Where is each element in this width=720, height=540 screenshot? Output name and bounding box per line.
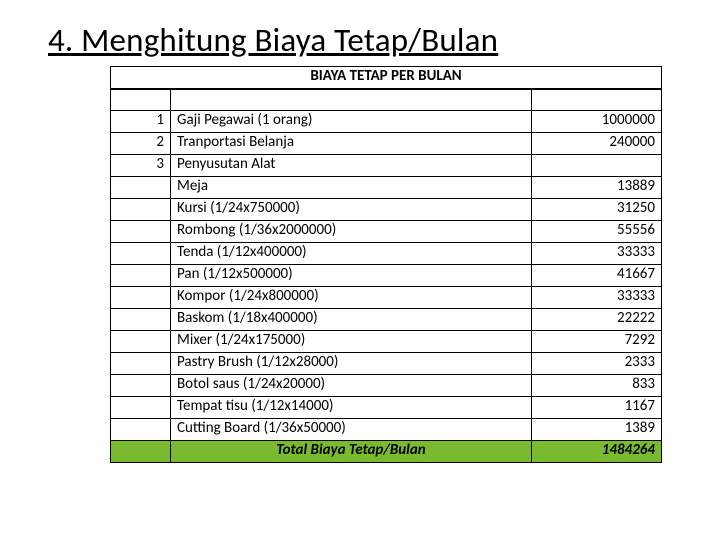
row-description: Pan (1/12x500000) [171,265,532,287]
row-value: 31250 [531,199,661,221]
row-value: 833 [531,375,661,397]
table-row: Tenda (1/12x400000)33333 [111,243,662,265]
row-value [531,89,661,111]
row-number [111,309,171,331]
row-description: Kursi (1/24x750000) [171,199,532,221]
table-row: 1Gaji Pegawai (1 orang)1000000 [111,111,662,133]
table-row: Cutting Board (1/36x50000)1389 [111,419,662,441]
table-row: Botol saus (1/24x20000)833 [111,375,662,397]
row-description: Tempat tisu (1/12x14000) [171,397,532,419]
row-number [111,177,171,199]
cost-table-wrap: BIAYA TETAP PER BULAN 1Gaji Pegawai (1 o… [110,66,662,463]
table-row: Mixer (1/24x175000)7292 [111,331,662,353]
row-description: Gaji Pegawai (1 orang) [171,111,532,133]
row-value: 33333 [531,243,661,265]
row-number [111,287,171,309]
row-description: Botol saus (1/24x20000) [171,375,532,397]
slide: 4. Menghitung Biaya Tetap/Bulan BIAYA TE… [0,0,720,540]
row-value: 22222 [531,309,661,331]
row-number [111,265,171,287]
row-description: Tranportasi Belanja [171,133,532,155]
table-row: Tempat tisu (1/12x14000)1167 [111,397,662,419]
row-number [111,331,171,353]
row-value: 55556 [531,221,661,243]
row-description: Tenda (1/12x400000) [171,243,532,265]
slide-heading: 4. Menghitung Biaya Tetap/Bulan [48,20,672,60]
row-value: 33333 [531,287,661,309]
row-number [111,243,171,265]
row-number [111,419,171,441]
row-value: 240000 [531,133,661,155]
row-number [111,353,171,375]
row-description: Kompor (1/24x800000) [171,287,532,309]
row-value [531,155,661,177]
row-value: 13889 [531,177,661,199]
row-value: 1389 [531,419,661,441]
row-number [111,89,171,111]
row-description: Penyusutan Alat [171,155,532,177]
row-value: 7292 [531,331,661,353]
table-row: Kursi (1/24x750000)31250 [111,199,662,221]
table-row: 2Tranportasi Belanja240000 [111,133,662,155]
table-row [111,89,662,111]
table-row: Kompor (1/24x800000)33333 [111,287,662,309]
row-number: 3 [111,155,171,177]
cost-table: BIAYA TETAP PER BULAN 1Gaji Pegawai (1 o… [110,66,662,463]
row-number [111,221,171,243]
table-row: Rombong (1/36x2000000)55556 [111,221,662,243]
row-description: Cutting Board (1/36x50000) [171,419,532,441]
row-value: 1000000 [531,111,661,133]
table-row: Pan (1/12x500000)41667 [111,265,662,287]
table-row: Pastry Brush (1/12x28000)2333 [111,353,662,375]
table-row: Baskom (1/18x400000)22222 [111,309,662,331]
row-number: 2 [111,133,171,155]
table-row: 3Penyusutan Alat [111,155,662,177]
row-number: 1 [111,111,171,133]
row-description: Baskom (1/18x400000) [171,309,532,331]
row-description: Meja [171,177,532,199]
total-row: Total Biaya Tetap/Bulan1484264 [111,441,662,463]
row-number [111,375,171,397]
row-value: 2333 [531,353,661,375]
row-description: Mixer (1/24x175000) [171,331,532,353]
row-description: Rombong (1/36x2000000) [171,221,532,243]
row-number [111,397,171,419]
total-value: 1484264 [531,441,661,463]
table-title: BIAYA TETAP PER BULAN [111,67,662,89]
cost-table-body: BIAYA TETAP PER BULAN 1Gaji Pegawai (1 o… [111,67,662,463]
table-row: Meja13889 [111,177,662,199]
row-number [111,199,171,221]
table-title-row: BIAYA TETAP PER BULAN [111,67,662,89]
row-value: 1167 [531,397,661,419]
row-description [171,89,532,111]
total-label: Total Biaya Tetap/Bulan [171,441,532,463]
row-description: Pastry Brush (1/12x28000) [171,353,532,375]
total-number-cell [111,441,171,463]
row-value: 41667 [531,265,661,287]
